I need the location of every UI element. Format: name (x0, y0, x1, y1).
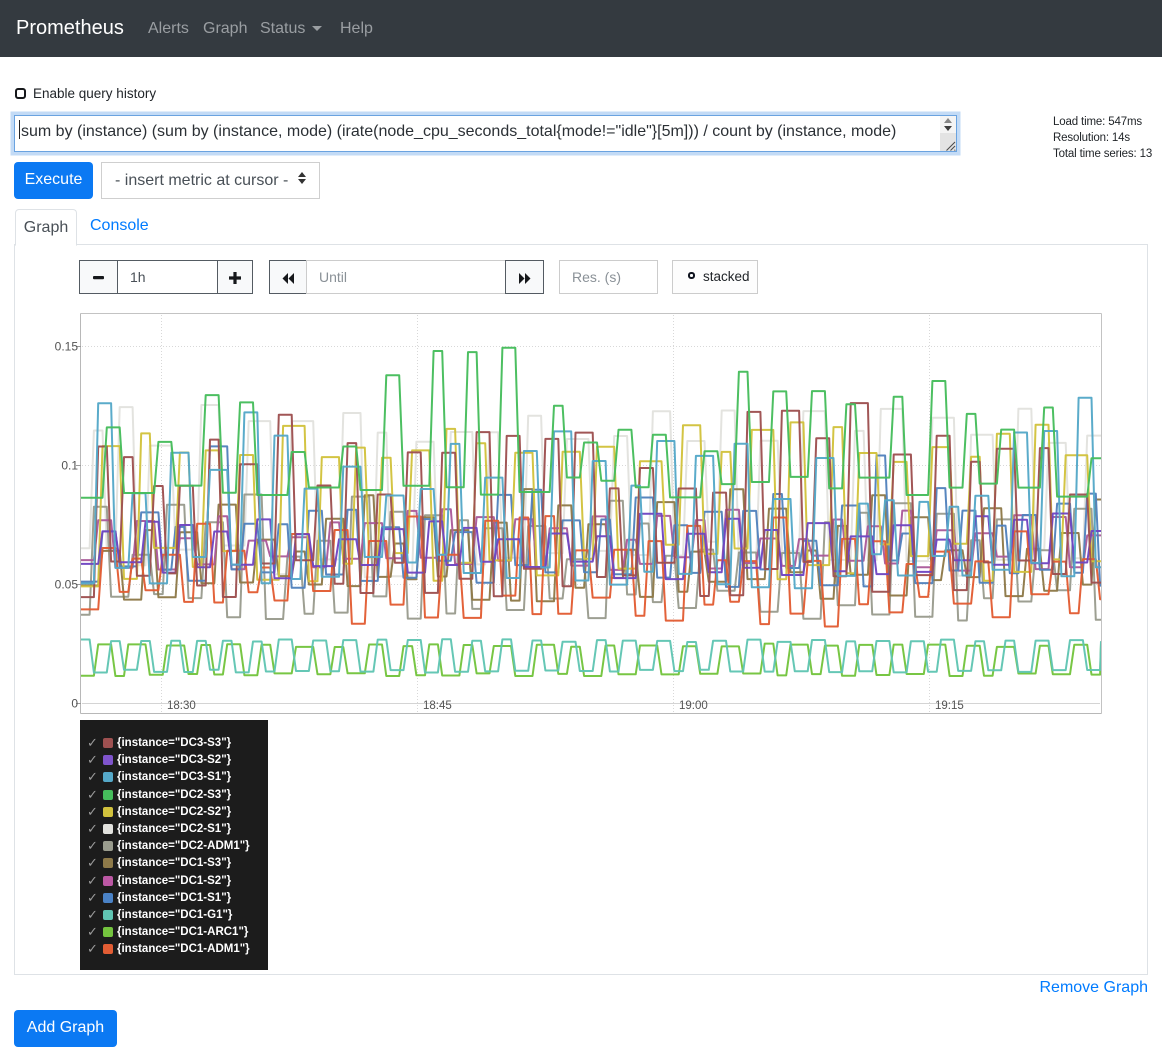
svg-text:0.05: 0.05 (55, 578, 79, 592)
svg-text:0.1: 0.1 (61, 459, 78, 473)
svg-text:19:00: 19:00 (679, 700, 708, 712)
svg-text:19:15: 19:15 (935, 700, 964, 712)
svg-text:0.15: 0.15 (55, 340, 79, 354)
svg-text:0: 0 (71, 697, 78, 711)
svg-text:18:45: 18:45 (423, 700, 452, 712)
svg-text:18:30: 18:30 (167, 700, 196, 712)
